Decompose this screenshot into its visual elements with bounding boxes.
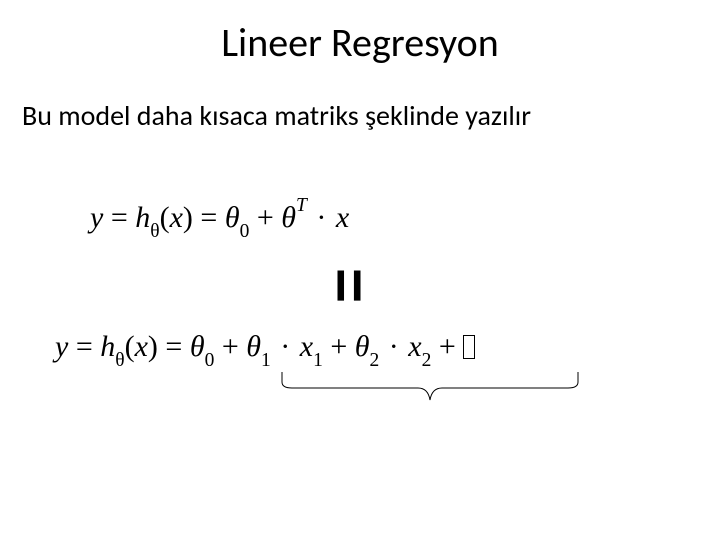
f1-plus: + [249, 201, 281, 234]
slide: Lineer Regresyon Bu model daha kısaca ma… [0, 0, 720, 540]
f2-x: x [135, 330, 148, 363]
f2-theta1: θ [246, 330, 261, 363]
f2-sub1: 1 [261, 350, 271, 371]
f2-theta2: θ [355, 330, 370, 363]
f2-xsub2: 2 [422, 350, 432, 371]
f2-eq2: = [158, 330, 190, 363]
f1-x2: x [336, 201, 349, 234]
f2-dot1: · [271, 330, 300, 363]
f2-h: h [100, 330, 115, 363]
f1-x: x [170, 201, 183, 234]
f2-plus1: + [214, 330, 246, 363]
formula-compact: y = hθ(x) = θ0 + θT · x [90, 200, 349, 240]
f2-dot2: · [379, 330, 408, 363]
f1-eq1: = [103, 201, 135, 234]
f2-xsub1: 1 [313, 350, 323, 371]
f1-pc: ) [183, 201, 193, 234]
f2-plus3: + [431, 330, 463, 363]
f2-theta0: θ [190, 330, 205, 363]
f1-hsub: θ [150, 221, 159, 242]
f2-po: ( [125, 330, 135, 363]
underbrace-icon [280, 370, 580, 410]
f1-theta2: θ [281, 201, 296, 234]
f1-y: y [90, 201, 103, 234]
f1-supT: T [296, 195, 307, 216]
f2-sub0: 0 [205, 350, 215, 371]
f2-hsub: θ [115, 350, 124, 371]
slide-subtitle: Bu model daha kısaca matriks şeklinde ya… [22, 98, 531, 133]
f2-sub2: 2 [370, 350, 380, 371]
slide-title: Lineer Regresyon [0, 18, 720, 67]
ellipsis-placeholder-icon [463, 335, 475, 359]
f1-dot: · [307, 201, 336, 234]
f2-plus2: + [323, 330, 355, 363]
f1-theta: θ [225, 201, 240, 234]
f2-eq1: = [68, 330, 100, 363]
f2-x1: x [300, 330, 313, 363]
f1-sub0: 0 [240, 221, 250, 242]
f1-h: h [135, 201, 150, 234]
formula-expanded: y = hθ(x) = θ0 + θ1 · x1 + θ2 · x2 + [55, 330, 475, 369]
f2-x2: x [408, 330, 421, 363]
f2-pc: ) [148, 330, 158, 363]
f1-eq2: = [193, 201, 225, 234]
f2-y: y [55, 330, 68, 363]
f1-po: ( [160, 201, 170, 234]
vertical-equals-icon: = [315, 268, 384, 297]
